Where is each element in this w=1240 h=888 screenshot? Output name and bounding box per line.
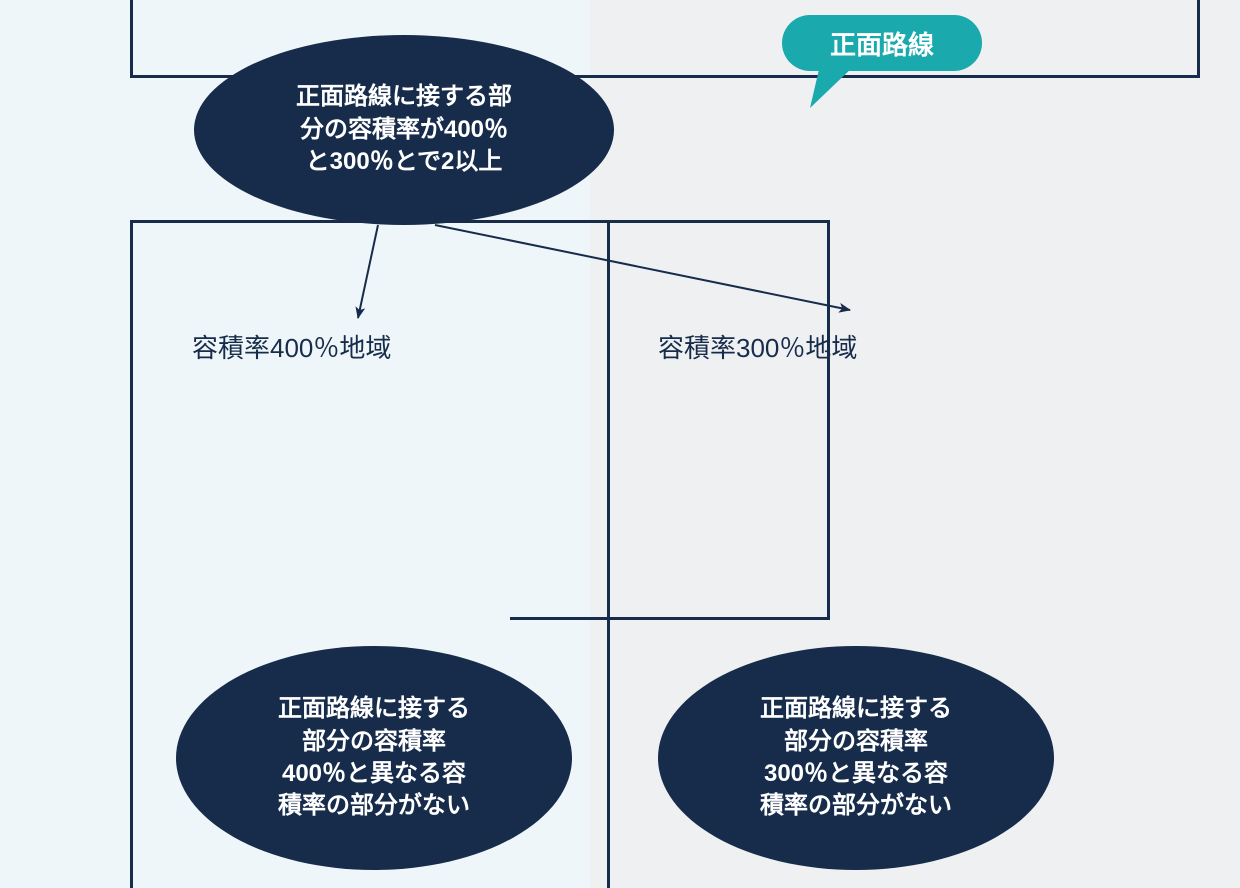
front-road-speech-bubble: 正面路線 [782, 15, 982, 71]
speech-bubble-tail [810, 65, 859, 117]
region-label-300: 容積率300％地域 [658, 328, 857, 365]
region-label-400: 容積率400％地域 [192, 328, 391, 365]
callout-ellipse-bottom-right: 正面路線に接する 部分の容積率 300％と異なる容 積率の部分がない [658, 646, 1054, 870]
callout-ellipse-top-text: 正面路線に接する部 分の容積率が400％ と300％とで2以上 [296, 81, 512, 178]
front-road-label: 正面路線 [830, 25, 934, 62]
callout-ellipse-top: 正面路線に接する部 分の容積率が400％ と300％とで2以上 [194, 35, 614, 225]
callout-ellipse-bottom-left: 正面路線に接する 部分の容積率 400％と異なる容 積率の部分がない [176, 646, 572, 870]
diagram-stage: 容積率400％地域 容積率300％地域 正面路線 正面路線に接する部 分の容積率… [0, 0, 1240, 888]
callout-ellipse-bottom-right-text: 正面路線に接する 部分の容積率 300％と異なる容 積率の部分がない [760, 693, 952, 823]
center-overlap-box [510, 220, 830, 620]
callout-ellipse-bottom-left-text: 正面路線に接する 部分の容積率 400％と異なる容 積率の部分がない [278, 693, 470, 823]
